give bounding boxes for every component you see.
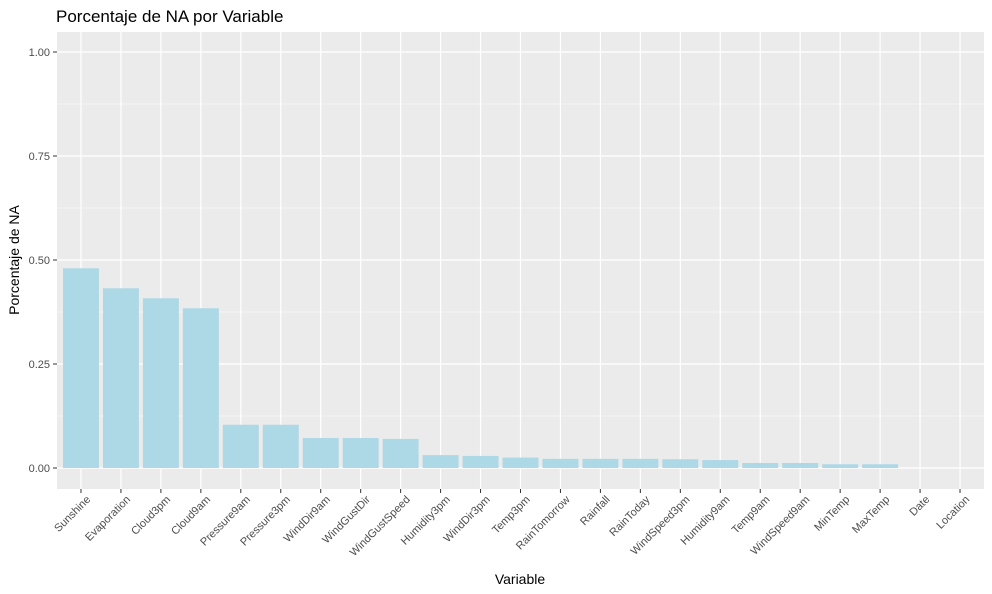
y-tick-label: 1.00 <box>29 47 50 59</box>
bar-humidity9am <box>702 460 739 468</box>
y-tick-label: 0.00 <box>29 463 50 475</box>
y-tick-label: 0.50 <box>29 255 50 267</box>
bar-raintoday <box>622 458 659 468</box>
x-tick-label: Temp3pm <box>490 494 533 537</box>
x-tick-label: Date <box>907 494 932 519</box>
bar-windgustdir <box>342 438 379 468</box>
bar-rainfall <box>582 458 619 468</box>
bar-cloud9am <box>182 308 219 468</box>
y-axis: 0.00 0.25 0.50 0.75 1.00 <box>29 47 57 475</box>
bar-cloud3pm <box>142 298 179 468</box>
bar-pressure9am <box>222 424 259 468</box>
bar-winddir3pm <box>462 455 499 468</box>
y-axis-title: Porcentaje de NA <box>6 204 22 314</box>
chart-title: Porcentaje de NA por Variable <box>56 7 283 26</box>
bar-windspeed3pm <box>662 459 699 468</box>
x-tick-label: Rainfall <box>578 494 612 528</box>
bar-windgustspeed <box>382 438 419 468</box>
bar-raintomorrow <box>542 458 579 468</box>
bar-sunshine <box>62 268 99 468</box>
bars <box>62 268 899 468</box>
x-tick-label: MaxTemp <box>850 494 892 536</box>
x-tick-label: Sunshine <box>52 494 93 535</box>
x-tick-label: MinTemp <box>812 494 852 534</box>
bar-temp3pm <box>502 457 539 468</box>
x-axis: SunshineEvaporationCloud3pmCloud9amPress… <box>52 489 972 559</box>
x-tick-label: Temp9am <box>730 494 773 537</box>
y-tick-label: 0.75 <box>29 151 50 163</box>
bar-maxtemp <box>862 464 899 468</box>
x-tick-label: Cloud3pm <box>129 494 173 538</box>
bar-pressure3pm <box>262 424 299 468</box>
bar-mintemp <box>822 464 859 468</box>
x-axis-title: Variable <box>495 571 546 587</box>
bar-windspeed9am <box>782 463 819 468</box>
x-tick-label: Location <box>934 494 972 532</box>
bar-temp9am <box>742 463 779 468</box>
bar-evaporation <box>102 288 139 468</box>
bar-winddir9am <box>302 438 339 468</box>
bar-humidity3pm <box>422 455 459 468</box>
y-tick-label: 0.25 <box>29 359 50 371</box>
